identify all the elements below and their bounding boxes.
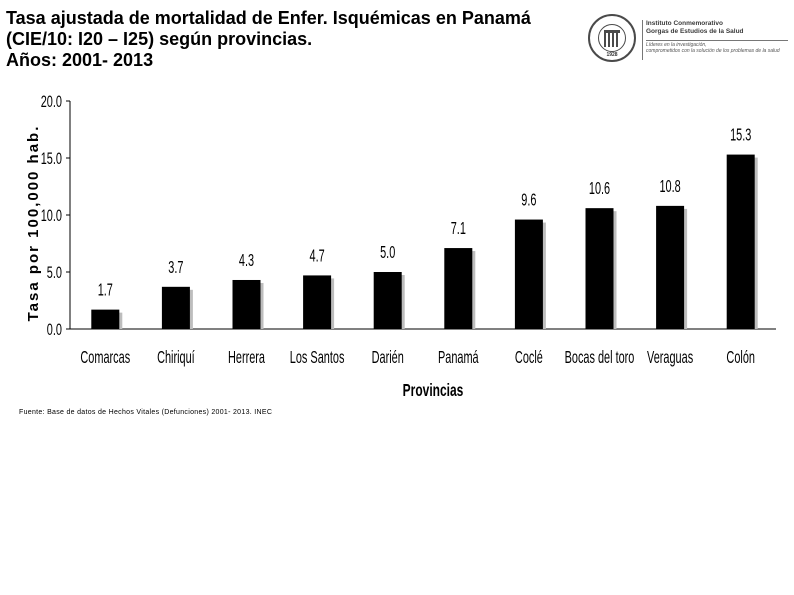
data-label: 4.3 (239, 252, 254, 271)
x-tick-label: Colón (726, 349, 755, 368)
y-tick-label: 5.0 (47, 263, 62, 282)
institute-seal-icon: 1928 (588, 14, 636, 62)
institute-name-line-2: Gorgas de Estudios de la Salud (646, 28, 744, 35)
x-tick-label: Coclé (515, 349, 543, 368)
source-note: Fuente: Base de datos de Hechos Vitales … (19, 409, 273, 416)
bar (726, 154, 755, 329)
bar (232, 279, 261, 329)
x-tick-label: Panamá (438, 349, 479, 368)
institute-tagline-line-1: Líderes en la investigación, (646, 42, 707, 48)
x-axis-label: Provincias (403, 381, 464, 401)
data-label: 7.1 (451, 220, 466, 239)
y-tick-label: 0.0 (47, 320, 62, 339)
data-label: 4.7 (310, 247, 325, 266)
data-label: 10.8 (659, 178, 680, 197)
bar (91, 309, 120, 329)
x-tick-label: Comarcas (80, 349, 130, 368)
title-line-1: Tasa ajustada de mortalidad de Enfer. Is… (6, 8, 531, 28)
bar (373, 272, 402, 329)
data-label: 15.3 (730, 126, 751, 145)
y-tick-label: 15.0 (41, 149, 62, 168)
bar (585, 208, 614, 329)
title-line-3: Años: 2001- 2013 (6, 50, 154, 70)
bar (161, 286, 190, 329)
data-label: 3.7 (168, 259, 183, 278)
bar (303, 275, 332, 329)
bar (444, 248, 473, 329)
data-label: 9.6 (521, 191, 536, 210)
x-tick-label: Herrera (228, 349, 265, 368)
institute-name: Instituto Conmemorativo Gorgas de Estudi… (646, 20, 744, 36)
bar (656, 205, 685, 329)
title-line-2: (CIE/10: I20 – I25) según provincias. (6, 29, 313, 49)
y-axis-label: Tasa por 100,000 hab. (25, 125, 42, 322)
institute-tagline-line-2: comprometidos con la solución de los pro… (646, 48, 780, 54)
institute-name-line-1: Instituto Conmemorativo (646, 20, 723, 27)
y-tick-label: 10.0 (41, 206, 62, 225)
y-tick-label: 20.0 (41, 92, 62, 111)
x-tick-label: Bocas del toro (565, 349, 635, 368)
institute-tagline: Líderes en la investigación, comprometid… (646, 42, 780, 54)
x-tick-label: Darién (372, 349, 404, 368)
institute-logo: 1928 Instituto Conmemorativo Gorgas de E… (588, 14, 788, 70)
seal-year: 1928 (606, 52, 618, 58)
bar (514, 219, 543, 329)
data-label: 5.0 (380, 244, 395, 263)
x-tick-label: Veraguas (647, 349, 693, 368)
data-label: 10.6 (589, 180, 610, 199)
data-label: 1.7 (98, 281, 113, 300)
x-tick-label: Chiriquí (157, 349, 195, 368)
x-tick-label: Los Santos (290, 349, 345, 368)
chart-title: Tasa ajustada de mortalidad de Enfer. Is… (6, 8, 596, 71)
bar-chart: 0.0 5.0 10.0 15.0 20.0 Comarcas Chiriquí Herre… (25, 92, 776, 401)
